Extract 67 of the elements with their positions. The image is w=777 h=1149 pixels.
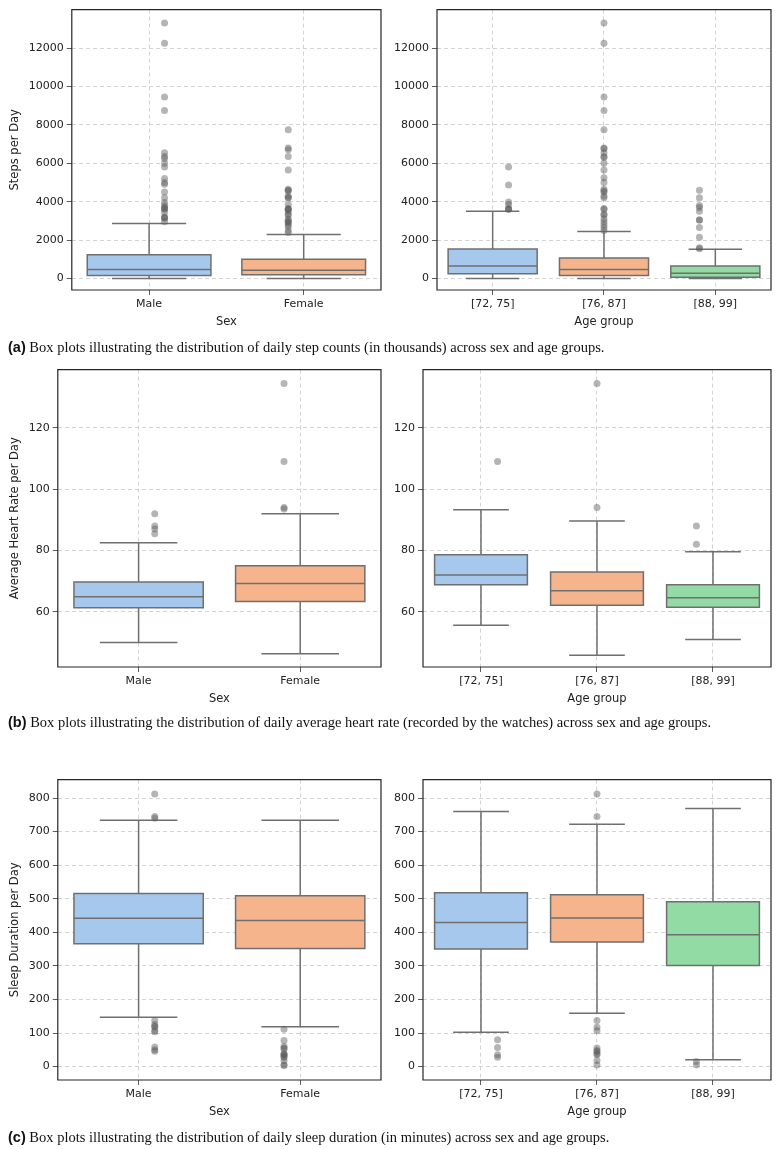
text: (b) Box plots illustrating the distribution of daily average heart rate (recorded by the watches) across sex and age groups. [8, 713, 713, 731]
x-axis-title: Sex [208, 691, 231, 706]
y-tick-label: 400 [394, 925, 415, 939]
y-tick-label: 60 [35, 604, 50, 618]
x-tick-label: [76, 87] [575, 1087, 619, 1101]
x-tick-label: [76, 87] [582, 297, 626, 311]
y-tick-label: 700 [28, 824, 50, 838]
y-tick-label: 120 [28, 420, 50, 434]
y-tick-label: 600 [28, 858, 50, 872]
y-tick-label: 6000 [400, 156, 429, 170]
y-tick-label: 80 [35, 543, 50, 557]
y-tick-label: 12000 [393, 40, 429, 54]
x-tick-label: Male [136, 297, 163, 311]
y-tick-label: 0 [421, 271, 429, 285]
x-tick-label: [72, 75] [459, 1087, 503, 1101]
y-tick-label: 2000 [35, 232, 64, 246]
y-tick-label: 120 [394, 420, 415, 434]
y-tick-label: 12000 [28, 40, 64, 54]
x-axis-title: Sex [215, 314, 238, 329]
x-tick-label: [72, 75] [459, 674, 503, 688]
x-tick-label: [88, 99] [691, 1087, 735, 1101]
y-tick-label: 100 [394, 1025, 415, 1039]
y-tick-label: 200 [394, 992, 415, 1006]
y-tick-label: 800 [394, 790, 415, 804]
y-tick-label: 300 [28, 958, 50, 972]
y-tick-label: 8000 [400, 117, 429, 131]
y-tick-label: 500 [394, 891, 415, 905]
y-tick-label: 4000 [35, 194, 64, 208]
x-tick-label: Male [125, 1087, 152, 1101]
y-axis-title: Average Heart Rate per Day [6, 437, 21, 600]
text: (a) Box plots illustrating the distribution of daily step counts (in thousands) across sex and age groups. [8, 338, 606, 356]
y-tick-label: 2000 [400, 232, 429, 246]
y-tick-label: 400 [28, 925, 50, 939]
y-axis-title: Sleep Duration per Day [6, 862, 21, 998]
y-tick-label: 0 [42, 1059, 50, 1073]
x-tick-label: [88, 99] [691, 674, 735, 688]
y-tick-label: 100 [394, 482, 415, 496]
y-tick-label: 10000 [28, 79, 64, 93]
y-tick-label: 0 [56, 271, 64, 285]
y-tick-label: 700 [394, 824, 415, 838]
x-tick-label: [72, 75] [470, 297, 515, 311]
x-tick-label: [76, 87] [575, 674, 619, 688]
x-tick-label: Female [283, 297, 324, 311]
y-axis-title: Steps per Day [6, 108, 21, 191]
y-tick-label: 60 [401, 604, 415, 618]
y-tick-label: 8000 [35, 117, 64, 131]
y-tick-label: 6000 [35, 156, 64, 170]
x-tick-label: Male [125, 674, 152, 688]
y-tick-label: 4000 [400, 194, 429, 208]
y-tick-label: 80 [401, 543, 415, 557]
y-tick-label: 100 [28, 1025, 50, 1039]
y-tick-label: 500 [28, 891, 50, 905]
x-axis-title: Age group [574, 314, 634, 329]
y-tick-label: 100 [28, 482, 50, 496]
x-tick-label: Female [280, 674, 321, 688]
text: (c) Box plots illustrating the distribution of daily sleep duration (in minutes) across sex and age groups. [8, 1128, 611, 1146]
y-tick-label: 200 [28, 992, 50, 1006]
x-axis-title: Sex [208, 1104, 231, 1119]
y-tick-label: 0 [408, 1059, 415, 1073]
x-axis-title: Age group [567, 691, 627, 706]
y-tick-label: 600 [394, 858, 415, 872]
y-tick-label: 300 [394, 958, 415, 972]
x-tick-label: [88, 99] [693, 297, 738, 311]
y-tick-label: 800 [28, 790, 50, 804]
y-tick-label: 10000 [393, 79, 429, 93]
x-tick-label: Female [280, 1087, 321, 1101]
x-axis-title: Age group [567, 1104, 627, 1119]
